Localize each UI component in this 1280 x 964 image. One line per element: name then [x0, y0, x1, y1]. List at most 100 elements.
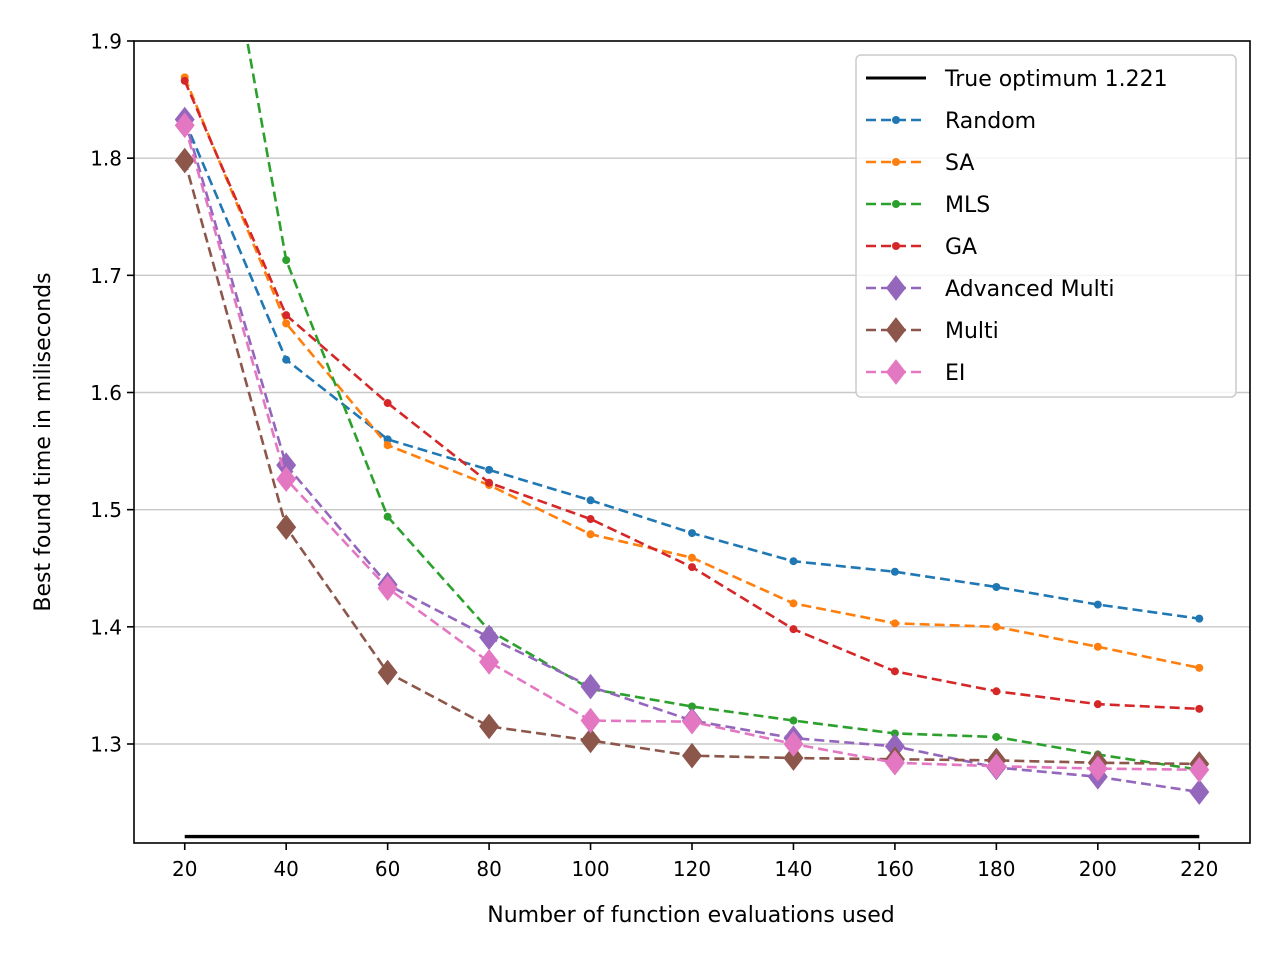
data-point — [377, 659, 398, 686]
legend-item-advanced-multi: Advanced Multi — [866, 275, 1114, 302]
x-tick-label: 160 — [876, 857, 914, 881]
data-point — [276, 514, 297, 541]
legend-marker — [886, 359, 906, 385]
x-tick-label: 20 — [172, 857, 197, 881]
data-point — [580, 707, 601, 734]
series-layer — [174, 41, 1210, 805]
legend-label: Random — [945, 109, 1036, 134]
data-point — [383, 441, 392, 450]
x-axis-label: Number of function evaluations used — [487, 903, 895, 928]
y-tick-label: 1.5 — [90, 498, 122, 522]
y-axis-label: Best found time in miliseconds — [31, 272, 56, 611]
data-point — [282, 311, 291, 320]
data-point — [789, 599, 798, 608]
legend-label: GA — [945, 235, 977, 260]
data-point — [586, 496, 595, 505]
data-point — [688, 563, 696, 572]
data-point — [890, 619, 899, 628]
legend-marker — [892, 242, 900, 250]
data-point — [789, 716, 798, 725]
legend-item-multi: Multi — [866, 317, 999, 344]
data-point — [1093, 642, 1102, 651]
legend-label: SA — [945, 151, 974, 176]
data-point — [282, 256, 291, 265]
y-axis-ticks: 1.3 1.4 1.5 1.6 1.7 1.8 1.9 — [90, 30, 134, 756]
series-line-mls — [245, 41, 1200, 772]
data-point — [485, 465, 494, 474]
data-point — [174, 147, 195, 174]
legend-item-random: Random — [866, 109, 1036, 134]
data-point — [383, 512, 392, 521]
data-point — [586, 515, 595, 524]
data-point — [992, 732, 1001, 741]
data-point — [789, 557, 798, 566]
data-point — [783, 745, 804, 771]
data-point — [688, 702, 696, 711]
x-tick-label: 140 — [774, 857, 812, 881]
series-line-advanced-multi — [183, 119, 1200, 794]
legend-label: Multi — [945, 319, 999, 344]
legend-marker — [892, 200, 900, 208]
legend-item-ei: EI — [866, 359, 965, 386]
data-point — [586, 530, 595, 539]
data-point — [383, 399, 392, 408]
data-point — [1093, 600, 1102, 609]
data-point — [377, 575, 398, 601]
legend-label: EI — [945, 361, 965, 386]
y-tick-label: 1.6 — [90, 381, 122, 405]
legend-item-ga: GA — [866, 235, 977, 260]
data-point — [884, 749, 905, 776]
legend-marker — [892, 116, 900, 124]
legend-box — [855, 54, 1237, 398]
data-point — [992, 622, 1001, 631]
data-point — [1195, 663, 1204, 672]
x-tick-label: 80 — [476, 857, 501, 881]
legend-item-sa: SA — [866, 151, 974, 176]
data-point — [789, 625, 798, 634]
x-tick-label: 120 — [673, 857, 711, 881]
data-point — [890, 567, 899, 576]
y-tick-label: 1.4 — [90, 615, 122, 639]
x-tick-label: 220 — [1180, 857, 1218, 881]
x-axis-ticks: 20 40 60 80 100 120 140 160 180 200 220 — [172, 843, 1218, 881]
data-point — [485, 478, 494, 487]
data-point — [479, 649, 500, 675]
data-point — [1093, 700, 1102, 709]
data-point — [180, 76, 189, 85]
y-tick-label: 1.9 — [90, 30, 122, 54]
legend-marker — [886, 317, 906, 343]
legend: True optimum 1.221 Random SA MLS GA Advanced … — [855, 54, 1237, 398]
data-point — [1087, 755, 1108, 782]
legend-item-true-optimum-1-221: True optimum 1.221 — [866, 67, 1168, 92]
y-tick-label: 1.8 — [90, 147, 122, 171]
x-tick-label: 40 — [273, 857, 298, 881]
legend-marker — [892, 158, 900, 166]
data-point — [174, 112, 195, 139]
data-point — [580, 673, 601, 700]
data-point — [992, 687, 1001, 696]
data-point — [1195, 704, 1204, 713]
series-ga — [180, 76, 1204, 713]
data-point — [682, 742, 702, 769]
legend-item-mls: MLS — [866, 193, 990, 218]
data-point — [479, 713, 500, 740]
data-point — [1195, 614, 1204, 623]
data-point — [890, 729, 899, 738]
series-ei — [174, 112, 1210, 783]
data-point — [688, 529, 696, 538]
y-tick-label: 1.3 — [90, 732, 122, 756]
x-tick-label: 180 — [977, 857, 1015, 881]
data-point — [682, 708, 702, 735]
legend-marker — [886, 275, 906, 301]
legend-label: True optimum 1.221 — [944, 67, 1168, 92]
data-point — [580, 727, 601, 754]
data-point — [1189, 756, 1210, 783]
data-point — [276, 466, 297, 493]
x-tick-label: 100 — [571, 857, 609, 881]
y-tick-label: 1.7 — [90, 264, 122, 288]
legend-label: MLS — [945, 193, 990, 218]
data-point — [783, 731, 804, 757]
legend-label: Advanced Multi — [945, 277, 1114, 302]
